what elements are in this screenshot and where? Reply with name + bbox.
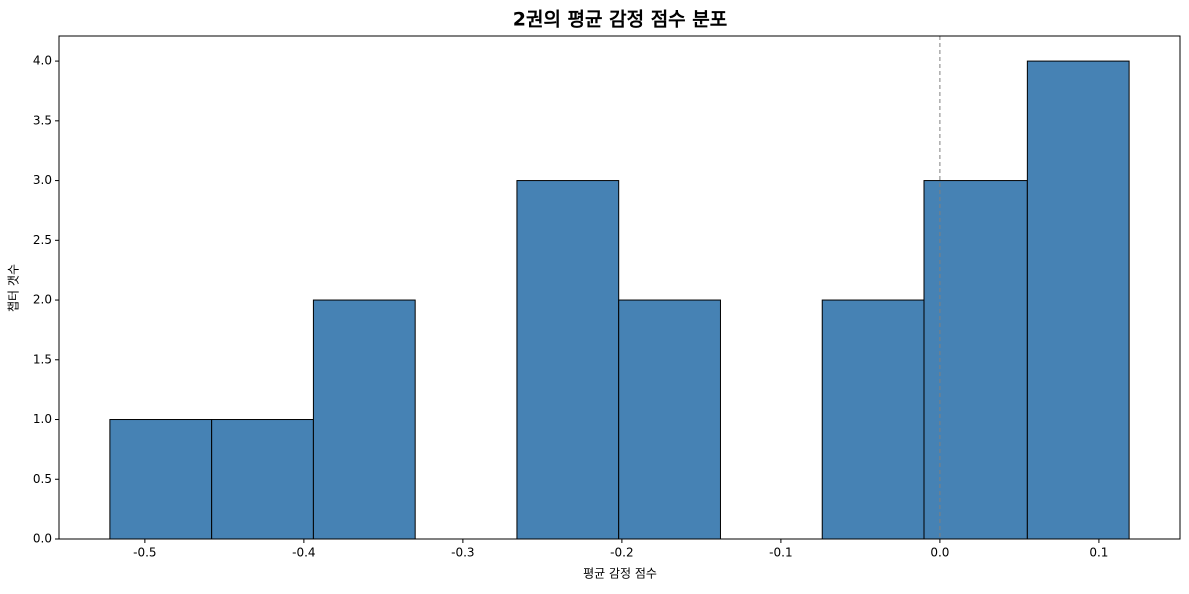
bar: [109, 419, 213, 540]
x-tick-label: -0.1: [769, 546, 792, 560]
x-tick-label: -0.3: [451, 546, 474, 560]
x-tick-label: 0.0: [930, 546, 949, 560]
y-tick-label: 3.5: [33, 113, 52, 127]
y-tick-label: 2.5: [33, 233, 52, 247]
x-tick-label: -0.5: [133, 546, 156, 560]
y-axis-label: 챕터 갯수: [6, 264, 21, 312]
bar: [618, 299, 721, 540]
y-tick-label: 4.0: [33, 54, 52, 68]
x-axis-label: 평균 감정 점수: [583, 567, 657, 581]
bar: [312, 299, 416, 540]
bar: [923, 180, 1028, 540]
chart-title: 2권의 평균 감정 점수 분포: [513, 9, 727, 31]
x-tick-label: -0.4: [292, 546, 315, 560]
y-tick-label: 1.0: [33, 412, 52, 426]
y-tick-label: 3.0: [33, 173, 52, 187]
bar: [821, 299, 925, 540]
y-tick-label: 0.5: [33, 472, 52, 486]
bar: [211, 419, 314, 540]
y-tick-label: 1.5: [33, 352, 52, 366]
y-tick-label: 2.0: [33, 293, 52, 307]
x-tick-label: -0.2: [610, 546, 633, 560]
y-tick-label: 0.0: [33, 532, 52, 546]
x-tick-label: 0.1: [1089, 546, 1108, 560]
bar: [1026, 60, 1130, 540]
plot-frame: [58, 35, 1181, 540]
bar: [516, 180, 620, 540]
